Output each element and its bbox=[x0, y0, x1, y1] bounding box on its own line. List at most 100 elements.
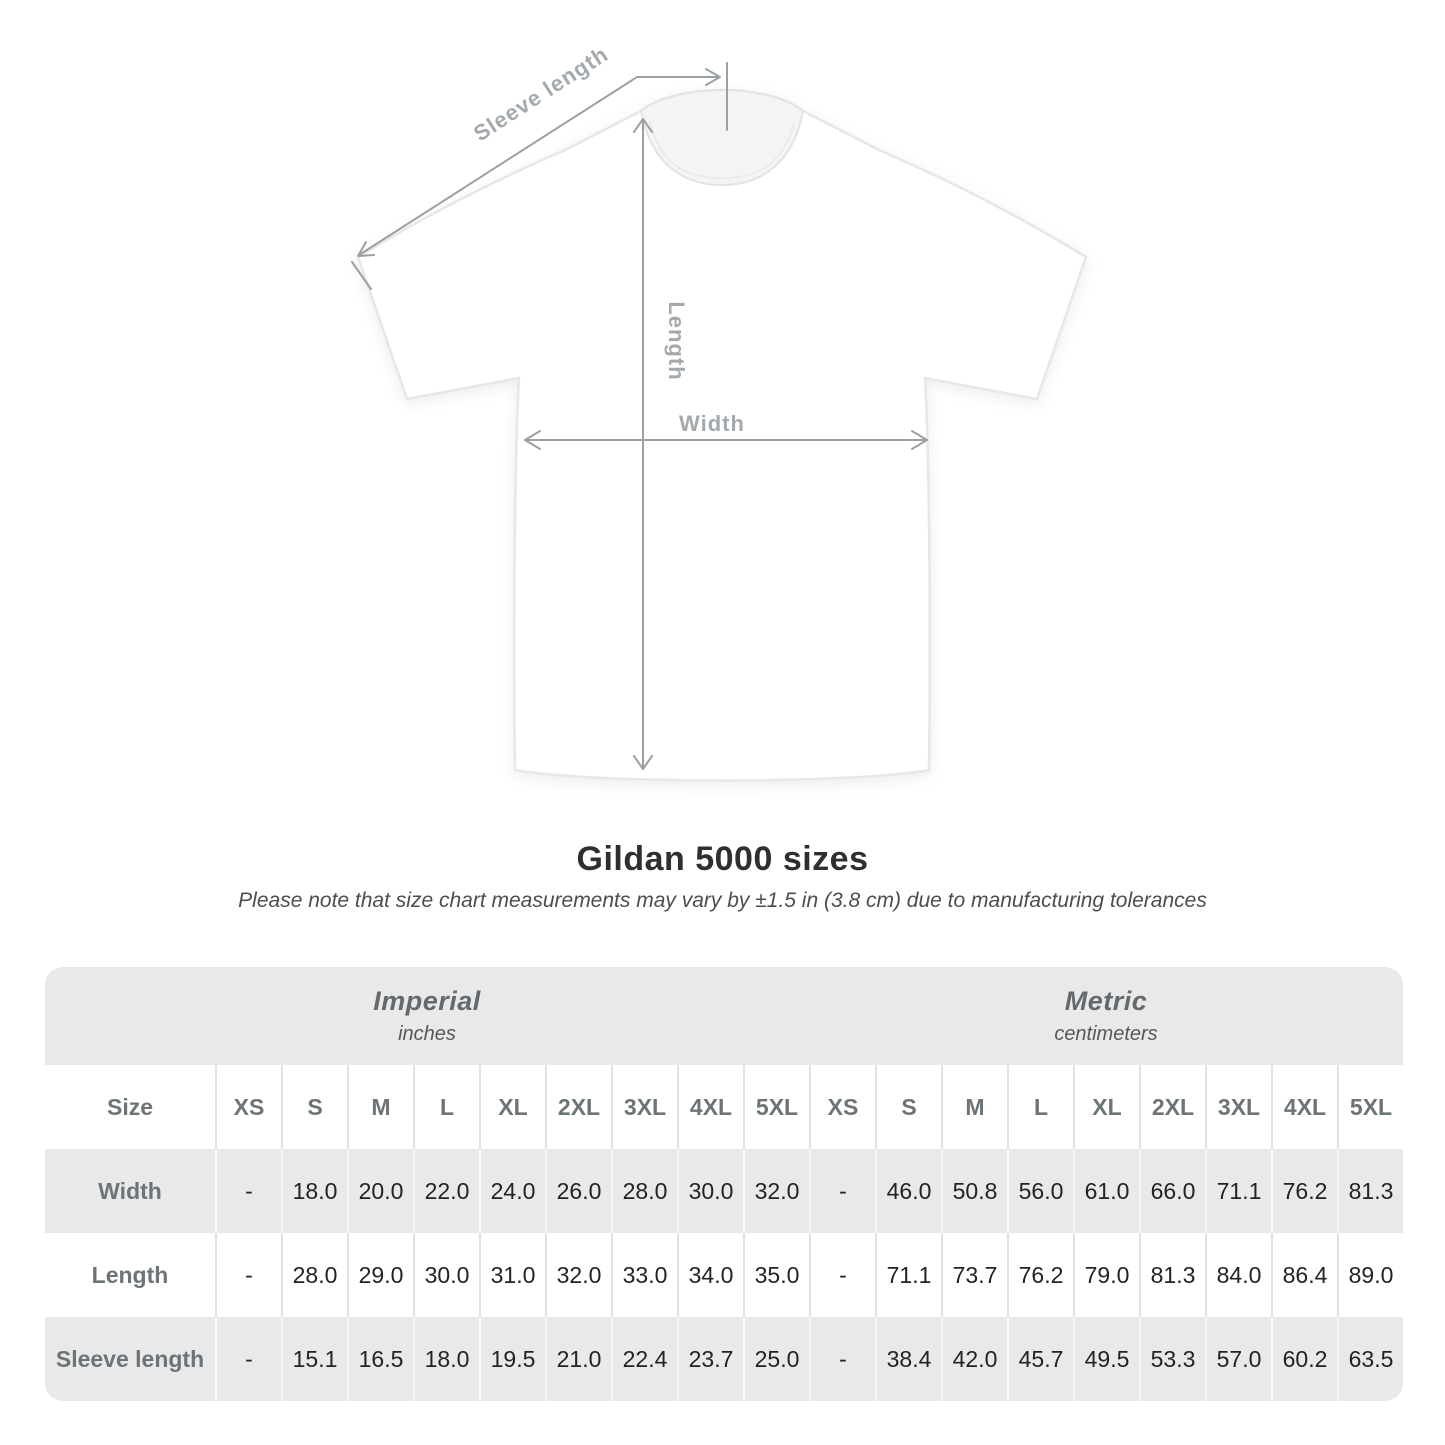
width-metric-l: 56.0 bbox=[1007, 1149, 1073, 1233]
width-metric-m: 50.8 bbox=[941, 1149, 1007, 1233]
col-header-metric-l: L bbox=[1007, 1065, 1073, 1149]
col-header-imperial-4xl: 4XL bbox=[677, 1065, 743, 1149]
sleeve-metric-xl: 49.5 bbox=[1073, 1317, 1139, 1401]
col-header-metric-3xl: 3XL bbox=[1205, 1065, 1271, 1149]
width-imperial-s: 18.0 bbox=[281, 1149, 347, 1233]
tshirt-collar-seam bbox=[649, 121, 795, 180]
length-measure-line bbox=[633, 118, 653, 770]
sleeve-metric-3xl: 57.0 bbox=[1205, 1317, 1271, 1401]
sleeve-imperial-s: 15.1 bbox=[281, 1317, 347, 1401]
tshirt-image bbox=[356, 88, 1088, 782]
imperial-title: Imperial bbox=[373, 986, 481, 1016]
length-imperial-2xl: 32.0 bbox=[545, 1233, 611, 1317]
length-metric-s: 71.1 bbox=[875, 1233, 941, 1317]
sleeve-metric-xs: - bbox=[809, 1317, 875, 1401]
col-header-metric-m: M bbox=[941, 1065, 1007, 1149]
sleeve-metric-2xl: 53.3 bbox=[1139, 1317, 1205, 1401]
metric-section-header: Metric centimeters bbox=[809, 967, 1403, 1065]
length-metric-xs: - bbox=[809, 1233, 875, 1317]
sleeve-metric-l: 45.7 bbox=[1007, 1317, 1073, 1401]
col-header-imperial-m: M bbox=[347, 1065, 413, 1149]
length-label: Length bbox=[664, 301, 689, 380]
sleeve-metric-5xl: 63.5 bbox=[1337, 1317, 1403, 1401]
width-metric-xs: - bbox=[809, 1149, 875, 1233]
length-metric-m: 73.7 bbox=[941, 1233, 1007, 1317]
unit-banner: Imperial inches Metric centimeters bbox=[45, 967, 1403, 1065]
width-metric-5xl: 81.3 bbox=[1337, 1149, 1403, 1233]
width-imperial-5xl: 32.0 bbox=[743, 1149, 809, 1233]
length-imperial-5xl: 35.0 bbox=[743, 1233, 809, 1317]
metric-unit: centimeters bbox=[1054, 1023, 1158, 1045]
width-label: Width bbox=[679, 411, 745, 436]
width-imperial-m: 20.0 bbox=[347, 1149, 413, 1233]
length-metric-xl: 79.0 bbox=[1073, 1233, 1139, 1317]
row-label-sleeve-length: Sleeve length bbox=[55, 1345, 205, 1372]
table-row-width: Width - 18.0 20.0 22.0 24.0 26.0 28.0 30… bbox=[45, 1149, 1403, 1233]
size-header-row: Size XS S M L XL 2XL 3XL 4XL 5XL XS S M … bbox=[45, 1065, 1403, 1149]
table-row-length: Length - 28.0 29.0 30.0 31.0 32.0 33.0 3… bbox=[45, 1233, 1403, 1317]
sleeve-metric-s: 38.4 bbox=[875, 1317, 941, 1401]
col-header-imperial-5xl: 5XL bbox=[743, 1065, 809, 1149]
size-chart-table: Imperial inches Metric centimeters Size … bbox=[45, 967, 1403, 1401]
length-imperial-l: 30.0 bbox=[413, 1233, 479, 1317]
width-metric-s: 46.0 bbox=[875, 1149, 941, 1233]
length-metric-2xl: 81.3 bbox=[1139, 1233, 1205, 1317]
width-imperial-l: 22.0 bbox=[413, 1149, 479, 1233]
length-imperial-m: 29.0 bbox=[347, 1233, 413, 1317]
sleeve-imperial-xl: 19.5 bbox=[479, 1317, 545, 1401]
length-imperial-3xl: 33.0 bbox=[611, 1233, 677, 1317]
row-label-length: Length bbox=[91, 1261, 169, 1288]
sleeve-imperial-4xl: 23.7 bbox=[677, 1317, 743, 1401]
col-header-imperial-3xl: 3XL bbox=[611, 1065, 677, 1149]
tshirt-measurement-diagram: Sleeve length Length Width bbox=[351, 41, 1088, 782]
width-metric-3xl: 71.1 bbox=[1205, 1149, 1271, 1233]
col-header-metric-xl: XL bbox=[1073, 1065, 1139, 1149]
sleeve-imperial-xs: - bbox=[215, 1317, 281, 1401]
imperial-section-header: Imperial inches bbox=[45, 967, 809, 1065]
col-header-imperial-l: L bbox=[413, 1065, 479, 1149]
sleeve-metric-4xl: 60.2 bbox=[1271, 1317, 1337, 1401]
length-imperial-4xl: 34.0 bbox=[677, 1233, 743, 1317]
width-imperial-3xl: 28.0 bbox=[611, 1149, 677, 1233]
sleeve-imperial-2xl: 21.0 bbox=[545, 1317, 611, 1401]
table-row-sleeve-length: Sleeve length - 15.1 16.5 18.0 19.5 21.0… bbox=[45, 1317, 1403, 1401]
size-column-header: Size bbox=[106, 1093, 154, 1120]
col-header-metric-s: S bbox=[875, 1065, 941, 1149]
length-metric-3xl: 84.0 bbox=[1205, 1233, 1271, 1317]
length-imperial-xs: - bbox=[215, 1233, 281, 1317]
width-imperial-xl: 24.0 bbox=[479, 1149, 545, 1233]
col-header-metric-2xl: 2XL bbox=[1139, 1065, 1205, 1149]
col-header-metric-5xl: 5XL bbox=[1337, 1065, 1403, 1149]
length-imperial-xl: 31.0 bbox=[479, 1233, 545, 1317]
width-imperial-xs: - bbox=[215, 1149, 281, 1233]
sleeve-imperial-3xl: 22.4 bbox=[611, 1317, 677, 1401]
metric-title: Metric bbox=[1064, 986, 1148, 1016]
col-header-imperial-xs: XS bbox=[215, 1065, 281, 1149]
title-block: Gildan 5000 sizes Please note that size … bbox=[0, 840, 1445, 913]
length-imperial-s: 28.0 bbox=[281, 1233, 347, 1317]
col-header-imperial-2xl: 2XL bbox=[545, 1065, 611, 1149]
sleeve-length-label: Sleeve length bbox=[469, 41, 613, 146]
length-metric-4xl: 86.4 bbox=[1271, 1233, 1337, 1317]
col-header-metric-4xl: 4XL bbox=[1271, 1065, 1337, 1149]
width-metric-4xl: 76.2 bbox=[1271, 1149, 1337, 1233]
sleeve-metric-m: 42.0 bbox=[941, 1317, 1007, 1401]
width-imperial-4xl: 30.0 bbox=[677, 1149, 743, 1233]
col-header-imperial-xl: XL bbox=[479, 1065, 545, 1149]
sleeve-imperial-m: 16.5 bbox=[347, 1317, 413, 1401]
width-metric-2xl: 66.0 bbox=[1139, 1149, 1205, 1233]
sleeve-length-measure-line bbox=[351, 62, 728, 290]
sleeve-imperial-5xl: 25.0 bbox=[743, 1317, 809, 1401]
tolerance-note: Please note that size chart measurements… bbox=[238, 889, 1207, 912]
width-metric-xl: 61.0 bbox=[1073, 1149, 1139, 1233]
sleeve-imperial-l: 18.0 bbox=[413, 1317, 479, 1401]
tshirt-collar bbox=[639, 88, 805, 187]
col-header-metric-xs: XS bbox=[809, 1065, 875, 1149]
col-header-imperial-s: S bbox=[281, 1065, 347, 1149]
page-title: Gildan 5000 sizes bbox=[576, 840, 869, 878]
length-metric-l: 76.2 bbox=[1007, 1233, 1073, 1317]
imperial-unit: inches bbox=[398, 1023, 456, 1045]
width-imperial-2xl: 26.0 bbox=[545, 1149, 611, 1233]
width-measure-line bbox=[524, 430, 928, 450]
row-label-width: Width bbox=[98, 1177, 162, 1204]
